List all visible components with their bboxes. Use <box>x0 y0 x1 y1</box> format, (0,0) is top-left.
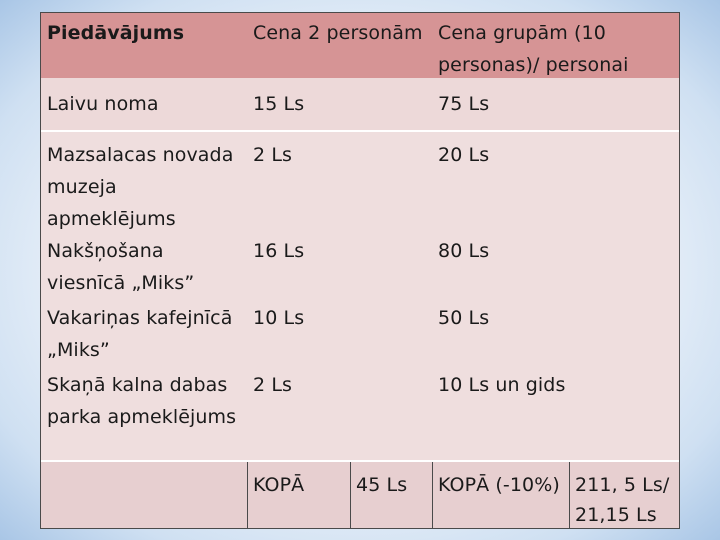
body-band-bg <box>41 132 679 460</box>
total-cell-border <box>432 462 433 528</box>
divider <box>41 130 679 132</box>
row-item-muzejs-line2: muzeja <box>47 176 117 198</box>
row-price2-skana: 2 Ls <box>253 374 293 396</box>
row-laivu-bg <box>41 78 679 130</box>
total-value-group-line2: 21,15 Ls <box>575 504 657 526</box>
price-table: Piedāvājums Cena 2 personām Cena grupām … <box>40 12 680 529</box>
total-label-two: KOPĀ <box>253 474 305 496</box>
row-item-skana-line2: parka apmeklējums <box>47 406 237 428</box>
row-price2-naksnosana: 16 Ls <box>253 240 305 262</box>
row-item-skana-line1: Skaņā kalna dabas <box>47 374 228 396</box>
row-item-laivu: Laivu noma <box>47 93 159 115</box>
row-pricegroup-vakarinas: 50 Ls <box>438 307 490 329</box>
header-offer: Piedāvājums <box>47 22 185 44</box>
total-row-bg <box>41 462 679 528</box>
row-item-naksnosana-line1: Nakšņošana <box>47 240 164 262</box>
header-price-group-line2: personas)/ personai <box>438 54 629 76</box>
row-price2-muzejs: 2 Ls <box>253 144 293 166</box>
total-value-group-line1: 211, 5 Ls/ <box>575 474 670 496</box>
total-cell-border <box>247 462 248 528</box>
row-pricegroup-laivu: 75 Ls <box>438 93 490 115</box>
header-row-bg <box>41 13 679 78</box>
row-item-muzejs-line1: Mazsalacas novada <box>47 144 234 166</box>
row-item-vakarinas-line1: Vakariņas kafejnīcā <box>47 307 233 329</box>
divider <box>41 460 679 462</box>
row-pricegroup-muzejs: 20 Ls <box>438 144 490 166</box>
row-item-vakarinas-line2: „Miks” <box>47 339 110 361</box>
row-item-muzejs-line3: apmeklējums <box>47 208 176 230</box>
row-item-naksnosana-line2: viesnīcā „Miks” <box>47 272 195 294</box>
total-value-two: 45 Ls <box>356 474 408 496</box>
total-cell-border <box>569 462 570 528</box>
row-pricegroup-skana: 10 Ls un gids <box>438 374 566 396</box>
header-price-group-line1: Cena grupām (10 <box>438 22 606 44</box>
header-price-two: Cena 2 personām <box>253 22 423 44</box>
total-label-group: KOPĀ (-10%) <box>438 474 560 496</box>
row-price2-laivu: 15 Ls <box>253 93 305 115</box>
row-price2-vakarinas: 10 Ls <box>253 307 305 329</box>
total-cell-border <box>350 462 351 528</box>
row-pricegroup-naksnosana: 80 Ls <box>438 240 490 262</box>
